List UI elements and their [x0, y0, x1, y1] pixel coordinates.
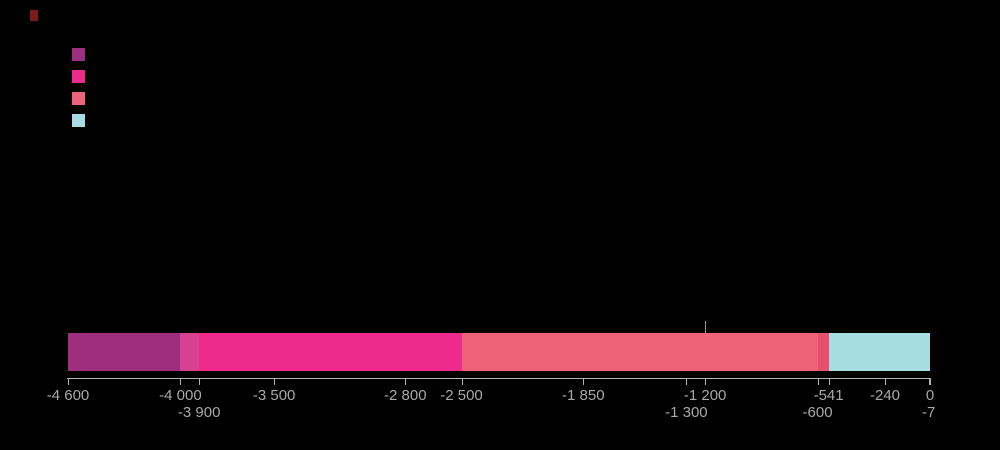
tick-label: -1 200 [683, 387, 727, 404]
axis-tick [461, 378, 463, 385]
tick-label: -3 500 [252, 387, 296, 404]
axis-tick [885, 378, 887, 385]
tick-label: -2 800 [384, 387, 427, 404]
bar-segment [68, 333, 181, 371]
bar-segment [199, 333, 462, 371]
axis-tick [930, 378, 931, 385]
axis-tick [274, 378, 276, 385]
tick-label: -4 600 [46, 387, 90, 404]
bar-segment [828, 333, 930, 371]
bar-segment [461, 333, 818, 371]
tick-label: -2 500 [440, 387, 483, 404]
legend-swatch-4 [72, 114, 85, 127]
axis-tick [583, 378, 585, 385]
marker-line [705, 321, 707, 333]
axis-tick [686, 378, 688, 385]
axis-tick [928, 378, 930, 385]
tick-label: -3 900 [177, 404, 221, 421]
axis-tick [199, 378, 201, 385]
axis-tick [68, 378, 69, 385]
legend-swatch-2 [72, 70, 85, 83]
legend-swatch-3 [72, 92, 85, 105]
axis-tick [405, 378, 407, 385]
bar-segment [817, 333, 829, 371]
tick-label: -4 000 [159, 387, 202, 404]
tick-label: -240 [870, 387, 901, 404]
tick-label: 0 [925, 387, 935, 404]
axis-tick [180, 378, 182, 385]
tick-label: -7 [922, 404, 936, 421]
legend-swatch-1 [72, 48, 85, 61]
title-mark [30, 10, 38, 21]
axis-tick [817, 378, 819, 385]
tick-label: -600 [802, 404, 833, 421]
x-axis-line [67, 378, 931, 379]
axis-tick [828, 378, 830, 385]
tick-label: -1 300 [665, 404, 708, 421]
tick-label: -1 850 [562, 387, 605, 404]
bar-segment [180, 333, 200, 371]
axis-tick [705, 378, 707, 385]
tick-label: -541 [813, 387, 844, 404]
